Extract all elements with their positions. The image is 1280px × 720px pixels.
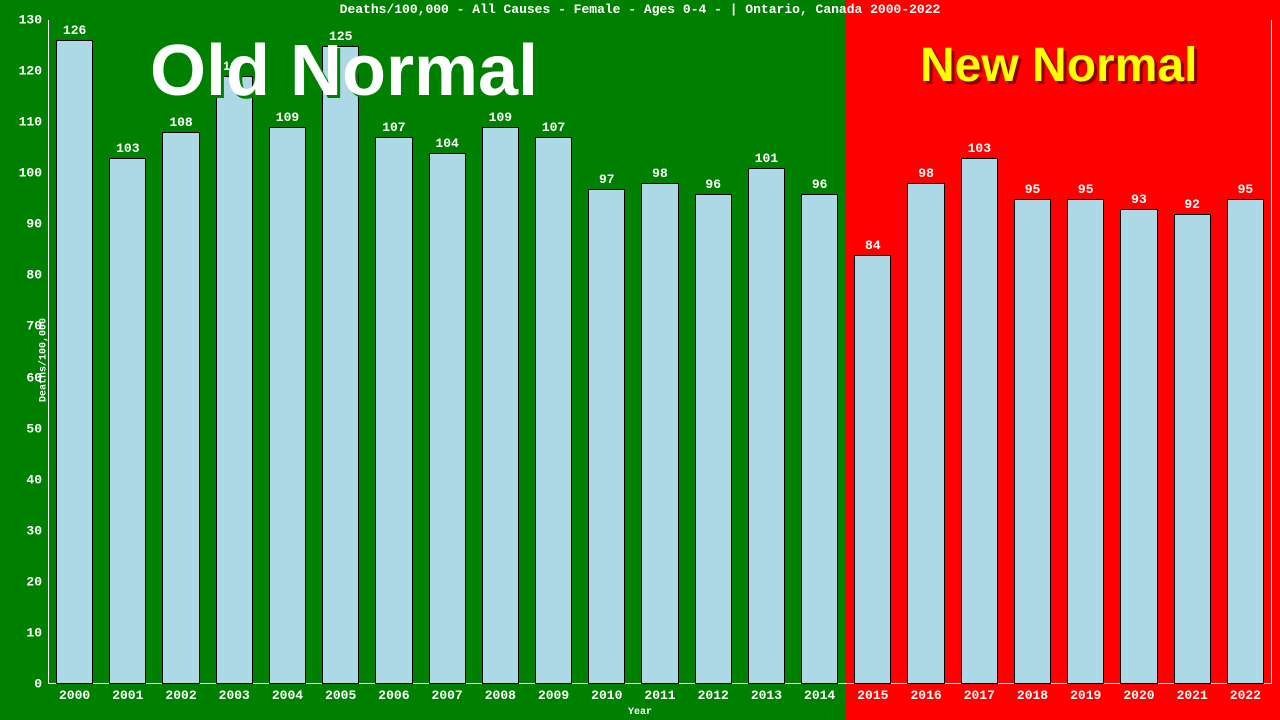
x-tick: 2011: [644, 684, 675, 703]
bar: 103: [109, 158, 146, 684]
bar-value-label: 95: [1078, 182, 1094, 200]
bar-value-label: 108: [169, 115, 192, 133]
bar-value-label: 103: [116, 141, 139, 159]
y-tick: 110: [19, 115, 48, 130]
y-tick: 40: [26, 472, 48, 487]
x-tick: 2017: [964, 684, 995, 703]
x-tick: 2019: [1070, 684, 1101, 703]
bar-value-label: 95: [1025, 182, 1041, 200]
x-tick: 2016: [910, 684, 941, 703]
x-tick: 2009: [538, 684, 569, 703]
y-tick: 100: [19, 166, 48, 181]
x-tick: 2021: [1177, 684, 1208, 703]
x-tick: 2000: [59, 684, 90, 703]
bar: 92: [1174, 214, 1211, 684]
x-tick: 2001: [112, 684, 143, 703]
bar-value-label: 92: [1184, 197, 1200, 215]
bar-value-label: 107: [542, 120, 565, 138]
x-tick: 2005: [325, 684, 356, 703]
bar: 107: [375, 137, 412, 684]
y-tick: 120: [19, 64, 48, 79]
y-tick: 0: [34, 677, 48, 692]
x-tick: 2020: [1123, 684, 1154, 703]
y-tick: 80: [26, 268, 48, 283]
bar: 104: [429, 153, 466, 684]
bar: 119: [216, 76, 253, 684]
bar: 103: [961, 158, 998, 684]
bar-value-label: 109: [489, 110, 512, 128]
bar: 96: [801, 194, 838, 684]
bar: 126: [56, 40, 93, 684]
bar: 95: [1227, 199, 1264, 684]
bar: 125: [322, 46, 359, 684]
y-axis-label: Deaths/100,000: [39, 318, 50, 402]
axis-line: [1271, 20, 1272, 684]
bar-value-label: 107: [382, 120, 405, 138]
chart-title: Deaths/100,000 - All Causes - Female - A…: [0, 2, 1280, 17]
bar: 109: [269, 127, 306, 684]
bar: 108: [162, 132, 199, 684]
bar: 96: [695, 194, 732, 684]
bar-value-label: 126: [63, 23, 86, 41]
x-tick: 2014: [804, 684, 835, 703]
bar-value-label: 103: [968, 141, 991, 159]
bar: 101: [748, 168, 785, 684]
overlay-text: Old Normal: [150, 30, 538, 112]
bar: 95: [1067, 199, 1104, 684]
bar: 93: [1120, 209, 1157, 684]
bar: 109: [482, 127, 519, 684]
overlay-text: New Normal: [920, 38, 1197, 93]
bar-value-label: 97: [599, 172, 615, 190]
bar: 98: [907, 183, 944, 684]
bar: 107: [535, 137, 572, 684]
chart-container: Deaths/100,000 - All Causes - Female - A…: [0, 0, 1280, 720]
plot-area: 0102030405060708090100110120130126200010…: [48, 20, 1272, 684]
x-tick: 2012: [698, 684, 729, 703]
y-tick: 50: [26, 421, 48, 436]
x-tick: 2010: [591, 684, 622, 703]
x-tick: 2008: [485, 684, 516, 703]
y-tick: 20: [26, 574, 48, 589]
x-tick: 2015: [857, 684, 888, 703]
x-tick: 2013: [751, 684, 782, 703]
bar-value-label: 98: [652, 166, 668, 184]
bar-value-label: 98: [918, 166, 934, 184]
x-tick: 2002: [165, 684, 196, 703]
x-tick: 2007: [432, 684, 463, 703]
x-tick: 2004: [272, 684, 303, 703]
bar-value-label: 96: [812, 177, 828, 195]
bar-value-label: 109: [276, 110, 299, 128]
x-tick: 2018: [1017, 684, 1048, 703]
y-tick: 30: [26, 523, 48, 538]
bar: 95: [1014, 199, 1051, 684]
bar: 98: [641, 183, 678, 684]
bar-value-label: 84: [865, 238, 881, 256]
y-tick: 10: [26, 625, 48, 640]
y-tick: 90: [26, 217, 48, 232]
x-axis-label: Year: [0, 707, 1280, 718]
bar-value-label: 104: [435, 136, 458, 154]
bar: 84: [854, 255, 891, 684]
bar: 97: [588, 189, 625, 684]
x-tick: 2006: [378, 684, 409, 703]
bar-value-label: 95: [1238, 182, 1254, 200]
bar-value-label: 101: [755, 151, 778, 169]
x-tick: 2022: [1230, 684, 1261, 703]
bar-value-label: 96: [705, 177, 721, 195]
bar-value-label: 93: [1131, 192, 1147, 210]
x-tick: 2003: [219, 684, 250, 703]
